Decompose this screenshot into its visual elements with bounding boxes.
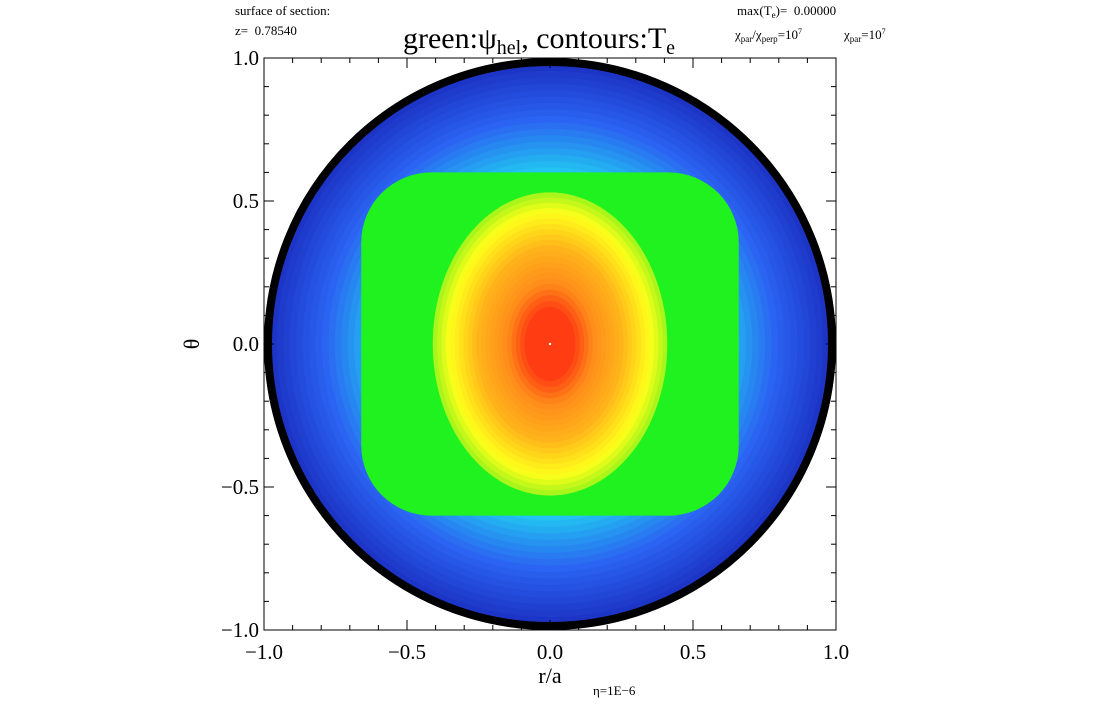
chipar-sub: par xyxy=(849,34,862,44)
chi-ratio-exp: 7 xyxy=(798,27,803,36)
z-prefix: z= xyxy=(235,23,249,38)
chi1-sub: par xyxy=(740,34,753,44)
tick-labels: −1.0 −0.5 0.0 0.5 1.0 1.0 0.5 0.0 −0.5 −1.0 xyxy=(221,46,849,664)
chi2-symbol: χ xyxy=(755,27,762,42)
x-tick-label: 0.0 xyxy=(537,640,563,664)
chi2-sub: perp xyxy=(761,34,778,44)
max-suffix: )= xyxy=(775,3,788,18)
title-part2-sub: e xyxy=(666,37,676,59)
chi-par-label: χpar=107 xyxy=(844,24,886,47)
chart-title: green:ψhel, contours:Te xyxy=(403,22,675,65)
chipar-eq: =10 xyxy=(861,27,882,42)
chipar-exp: 7 xyxy=(881,27,886,36)
y-tick-label: −0.5 xyxy=(221,475,259,499)
section-label: surface of section: xyxy=(235,3,330,18)
x-tick-label: −1.0 xyxy=(245,640,283,664)
magnetic-axis-point xyxy=(548,342,552,346)
chi1-symbol: χ xyxy=(735,27,741,42)
y-tick-label: 0.0 xyxy=(233,332,259,356)
y-tick-label: 0.5 xyxy=(233,189,259,213)
max-sub: e xyxy=(771,10,776,20)
section-label-text: surface of section: xyxy=(235,3,331,18)
max-te-label: max(Te)= 0.00000 xyxy=(737,3,836,23)
max-value: 0.00000 xyxy=(793,3,837,18)
heatmap-layer xyxy=(264,58,836,630)
x-tick-label: 0.5 xyxy=(680,640,706,664)
chi-ratio-eq: =10 xyxy=(777,27,799,42)
z-value-label: z= 0.78540 xyxy=(235,23,297,38)
y-tick-label: 1.0 xyxy=(233,46,259,70)
x-axis-label: r/a xyxy=(538,663,561,688)
eta-label: η=1E−6 xyxy=(593,683,636,698)
title-part1-sub: hel xyxy=(496,37,522,59)
x-tick-label: −0.5 xyxy=(388,640,426,664)
title-part2: , contours:T xyxy=(521,22,667,55)
y-axis-label: θ xyxy=(179,339,204,350)
z-value: 0.78540 xyxy=(254,23,297,38)
y-tick-label: −1.0 xyxy=(221,618,259,642)
chi-ratio-label: χpar/χperp=107 xyxy=(735,24,802,47)
x-tick-label: 1.0 xyxy=(823,640,849,664)
chipar-symbol: χ xyxy=(844,27,850,42)
chi-slash: / xyxy=(752,27,756,42)
max-prefix: max(T xyxy=(737,3,772,18)
title-part1: green:ψ xyxy=(403,22,497,55)
axis-ticks xyxy=(263,57,837,631)
